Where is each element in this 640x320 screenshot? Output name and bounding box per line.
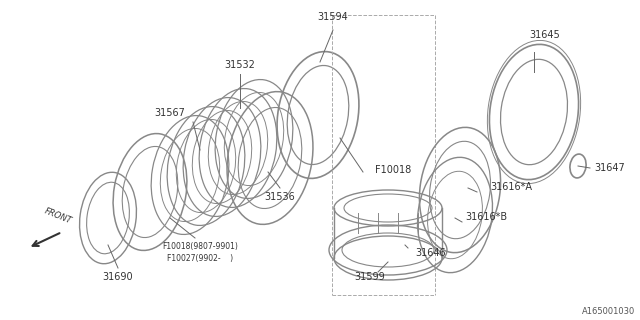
Text: 31594: 31594 [317,12,348,22]
Text: 31616*B: 31616*B [465,212,507,222]
Text: 31690: 31690 [102,272,133,282]
Text: 31645: 31645 [530,30,561,40]
Text: F10018(9807-9901): F10018(9807-9901) [162,242,238,251]
Text: A165001030: A165001030 [582,307,635,316]
Text: F10027(9902-    ): F10027(9902- ) [167,254,233,263]
Text: 31567: 31567 [154,108,185,118]
Text: 31536: 31536 [264,192,296,202]
Text: 31646: 31646 [415,248,445,258]
Text: 31647: 31647 [594,163,625,173]
Text: FRONT: FRONT [43,207,73,226]
Text: F10018: F10018 [375,165,412,175]
Text: 31616*A: 31616*A [490,182,532,192]
Text: 31599: 31599 [355,272,385,282]
Text: 31532: 31532 [225,60,255,70]
